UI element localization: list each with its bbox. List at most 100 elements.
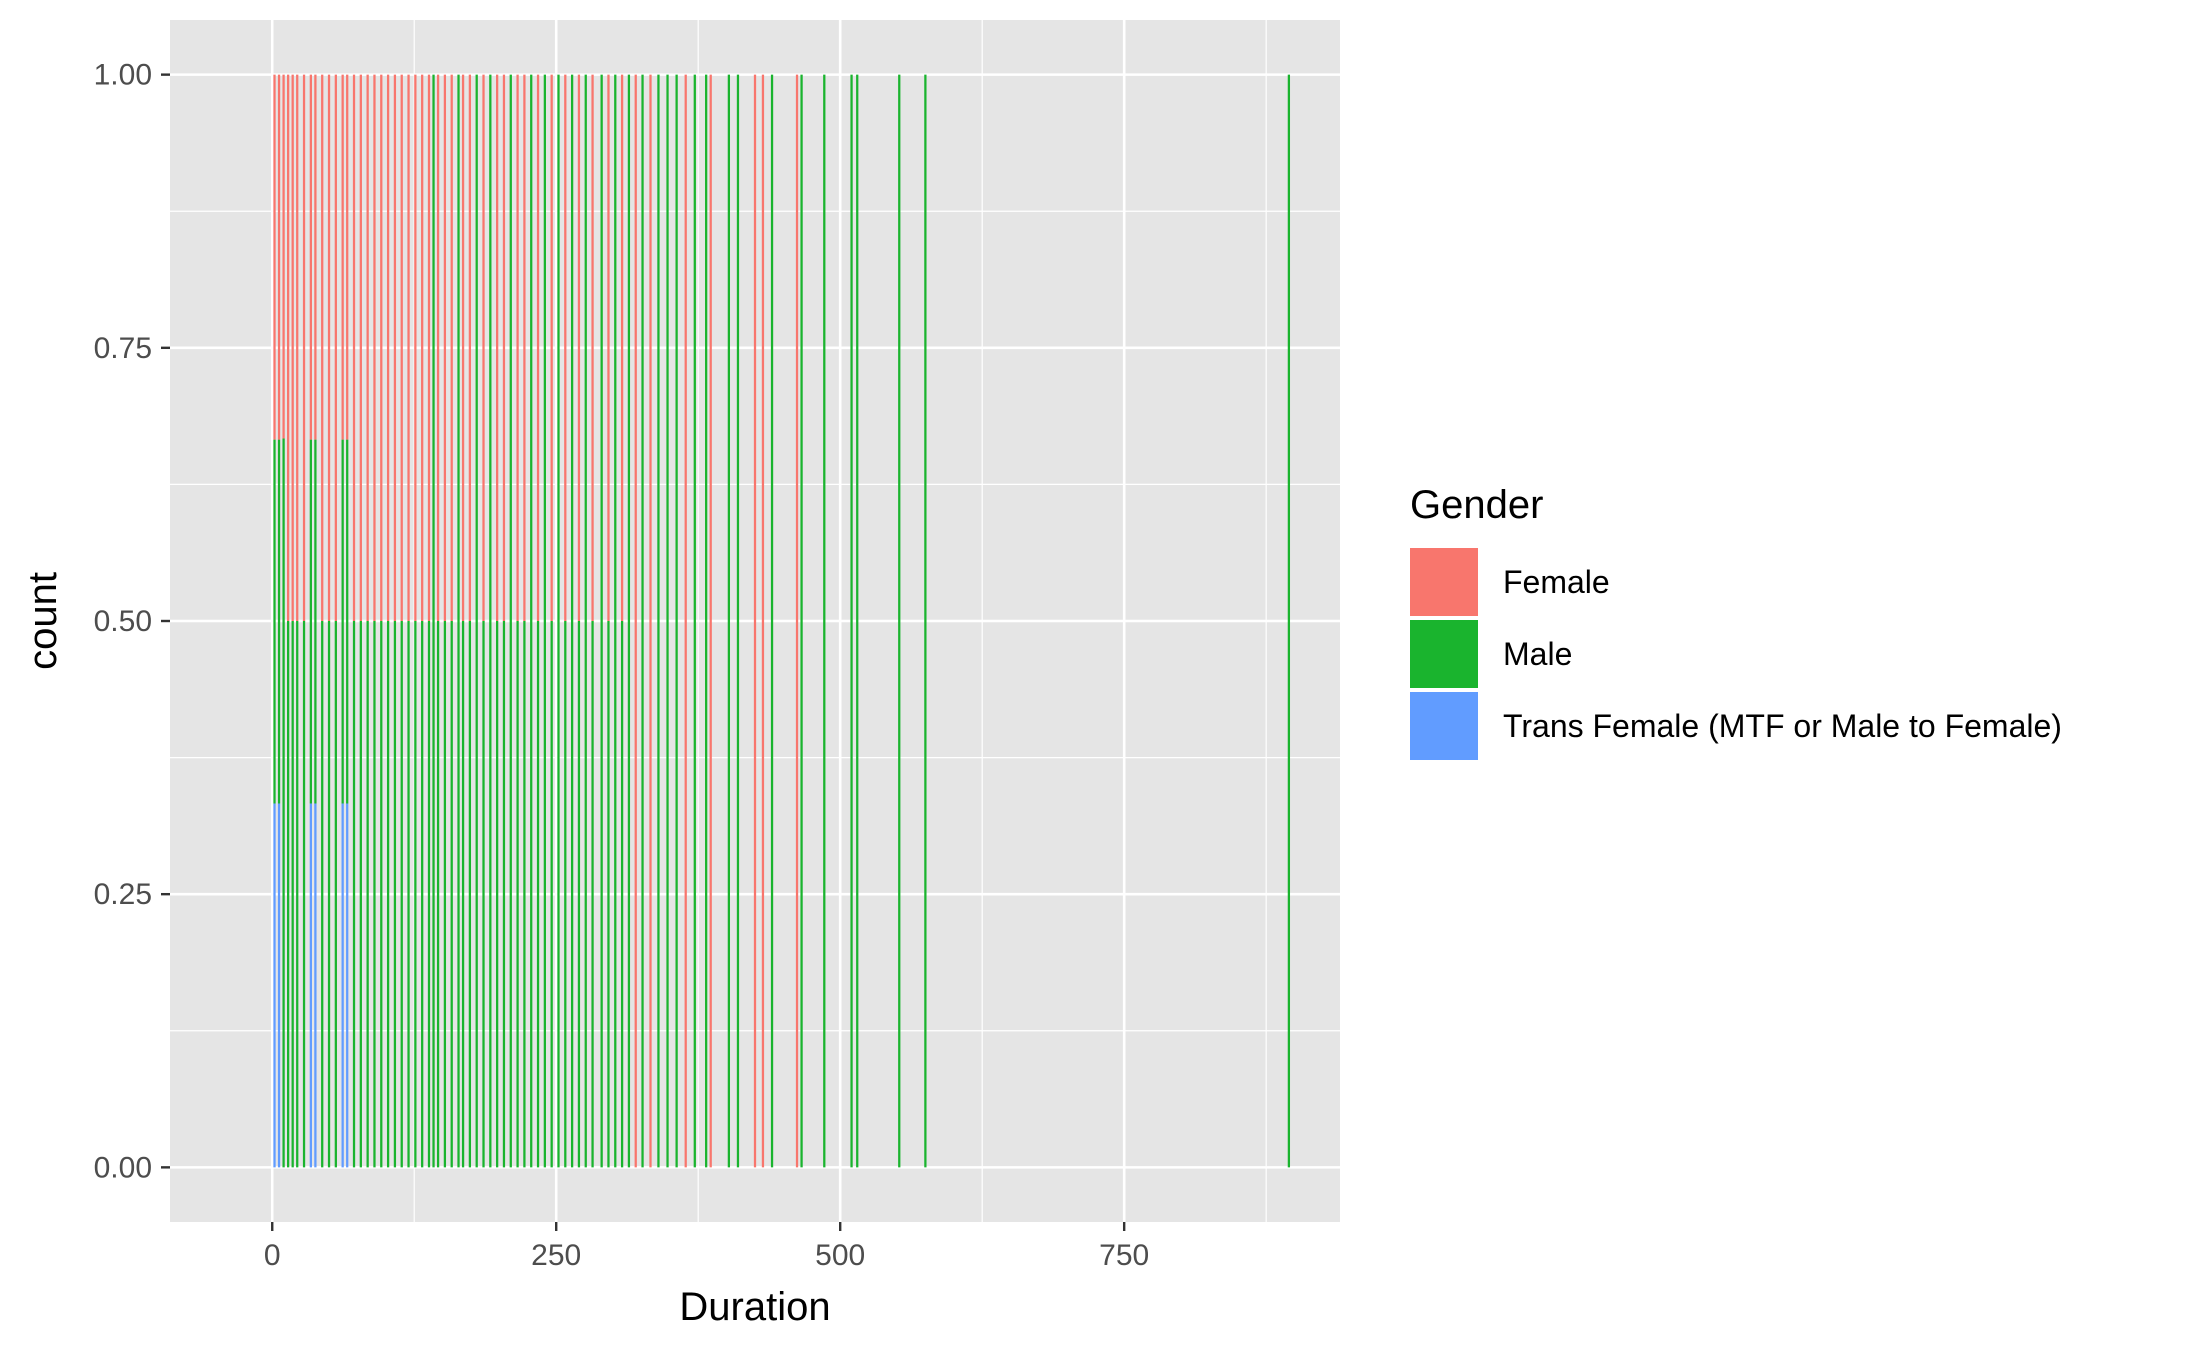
bar-segment <box>359 74 362 622</box>
bar-segment <box>600 74 603 1168</box>
bar-segment <box>282 74 285 439</box>
bar-segment <box>627 74 631 1168</box>
bar-segment <box>436 74 440 622</box>
bar-segment <box>482 621 485 1168</box>
bar-segment <box>1287 74 1291 1168</box>
bar-segment <box>823 74 826 1168</box>
bar-segment <box>352 74 356 622</box>
bar-segment <box>321 621 324 1168</box>
bar-segment <box>753 74 757 1168</box>
x-axis-title: Duration <box>679 1285 830 1329</box>
bar-segment <box>536 74 540 622</box>
y-tick-label: 1.00 <box>94 59 152 92</box>
bar-segment <box>550 74 553 622</box>
bar-segment <box>591 621 594 1168</box>
bar-segment <box>496 621 499 1168</box>
bar-segment <box>296 621 299 1168</box>
bar-segment <box>380 621 383 1168</box>
legend-item-label: Female <box>1503 564 1610 600</box>
legend-item-label: Male <box>1503 636 1572 672</box>
bar-segment <box>607 74 610 622</box>
bar-segment <box>400 621 403 1168</box>
bar-segment <box>291 621 294 1168</box>
bar-segment <box>591 74 594 622</box>
bar-segment <box>277 439 281 804</box>
bar-segment <box>277 803 281 1168</box>
bar-segment <box>352 621 356 1168</box>
bar-segment <box>850 74 853 1168</box>
bar-segment <box>536 621 540 1168</box>
bar-segment <box>461 621 465 1168</box>
bar-segment <box>309 803 312 1168</box>
bar-segment <box>341 74 344 440</box>
x-axis: 0 250 500 750 <box>264 1222 1149 1272</box>
bar-segment <box>684 74 687 1168</box>
bar-segment <box>496 74 499 622</box>
bar-segment <box>334 74 337 622</box>
bar-segment <box>443 74 447 622</box>
bar-segment <box>475 74 478 1168</box>
bar-segment <box>461 74 465 622</box>
bar-segment <box>309 74 312 440</box>
bar-segment <box>302 621 306 1168</box>
bar-segment <box>800 74 803 1168</box>
bar-segment <box>736 74 740 1168</box>
bar-segment <box>584 74 587 1168</box>
bar-segment <box>346 803 349 1168</box>
bar-segment <box>607 621 610 1168</box>
bar-segment <box>314 74 317 440</box>
bar-segment <box>277 74 281 440</box>
bar-segment <box>334 621 337 1168</box>
bar-segment <box>577 621 581 1168</box>
legend-item-label: Trans Female (MTF or Male to Female) <box>1503 708 2062 744</box>
bar-segment <box>516 621 519 1168</box>
bar-segment <box>634 74 637 1168</box>
bar-segment <box>386 621 390 1168</box>
bar-segment <box>516 74 519 622</box>
bar-segment <box>570 74 574 1168</box>
bar-segment <box>421 621 424 1168</box>
bar-segment <box>924 74 927 1168</box>
x-tick-label: 500 <box>815 1239 865 1272</box>
bar-segment <box>641 74 644 1168</box>
bar-segment <box>577 74 581 622</box>
bar-segment <box>620 74 624 622</box>
bar-segment <box>482 74 485 622</box>
bar-segment <box>693 74 696 1168</box>
bar-segment <box>898 74 901 1168</box>
y-tick-label: 0.25 <box>94 878 152 911</box>
bar-segment <box>856 74 859 1168</box>
bar-segment <box>414 74 417 622</box>
bar-segment <box>427 74 431 622</box>
bars-layer <box>273 74 1291 1168</box>
legend-key-swatch <box>1410 692 1478 760</box>
bar-segment <box>400 74 403 622</box>
bar-segment <box>282 438 285 1168</box>
bar-segment <box>366 74 369 622</box>
bar-segment <box>457 74 460 1168</box>
bar-segment <box>509 74 512 1168</box>
bar-segment <box>314 439 317 804</box>
bar-segment <box>432 74 435 1168</box>
y-axis-title: count <box>21 572 65 670</box>
bar-segment <box>564 74 567 622</box>
bar-segment <box>386 74 390 622</box>
bar-segment <box>620 621 624 1168</box>
bar-segment <box>450 621 453 1168</box>
bar-segment <box>321 74 324 622</box>
bar-segment <box>557 74 560 1168</box>
bar-segment <box>291 74 294 622</box>
bar-segment <box>523 74 526 622</box>
bar-segment <box>427 621 431 1168</box>
bar-segment <box>530 74 533 1168</box>
legend-items: Female Male Trans Female (MTF or Male to F… <box>1410 548 2062 760</box>
bar-segment <box>421 74 424 622</box>
bar-segment <box>666 74 669 1168</box>
bar-segment <box>373 74 376 622</box>
bar-segment <box>341 803 344 1168</box>
bar-segment <box>489 74 492 1168</box>
y-axis: 0.00 0.25 0.50 0.75 1.00 <box>94 59 170 1184</box>
bar-segment <box>709 74 712 1168</box>
bar-segment <box>302 74 306 622</box>
